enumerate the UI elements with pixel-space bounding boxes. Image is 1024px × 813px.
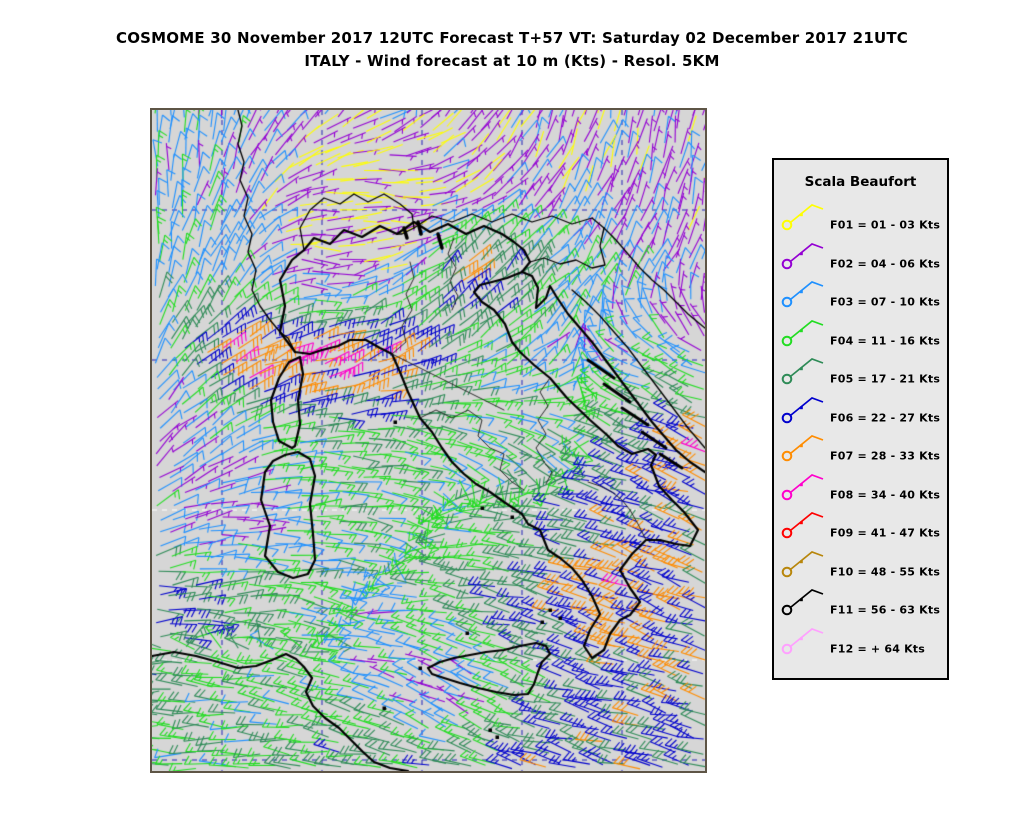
- wind-barb-icon: [781, 589, 824, 616]
- legend-item-label: F01 = 01 - 03 Kts: [830, 218, 941, 232]
- legend-title: Scala Beaufort: [804, 174, 917, 190]
- legend-item-F07: F07 = 28 - 33 Kts: [774, 435, 947, 476]
- map-panel: [150, 108, 707, 773]
- legend-item-label: F11 = 56 - 63 Kts: [830, 603, 941, 617]
- legend-item-F04: F04 = 11 - 16 Kts: [774, 319, 947, 361]
- legend-item-F12: F12 = + 64 Kts: [774, 627, 947, 669]
- legend-item-label: F10 = 48 - 55 Kts: [830, 565, 941, 579]
- legend-item-label: F06 = 22 - 27 Kts: [830, 411, 941, 425]
- wind-barb-icon: [781, 242, 824, 269]
- legend-items: F01 = 01 - 03 Kts F02 = 04 - 06 Kts F03 = …: [774, 204, 947, 669]
- legend-item-F10: F10 = 48 - 55 Kts: [774, 550, 947, 592]
- beaufort-legend: Scala Beaufort F01 = 01 - 03 Kts F02 = 04…: [772, 158, 949, 680]
- title-line-1: COSMOME 30 November 2017 12UTC Forecast …: [116, 29, 908, 47]
- wind-barb-icon: [781, 281, 824, 308]
- title-line-2: ITALY - Wind forecast at 10 m (Kts) - Re…: [304, 52, 720, 70]
- legend-item-label: F12 = + 64 Kts: [830, 642, 926, 656]
- wind-barb-icon: [781, 512, 824, 539]
- legend-item-F05: F05 = 17 - 21 Kts: [774, 358, 947, 399]
- wind-barb-icon: [781, 550, 824, 577]
- legend-item-F09: F09 = 41 - 47 Kts: [774, 512, 947, 553]
- wind-barb-icon: [781, 435, 824, 462]
- legend-item-label: F02 = 04 - 06 Kts: [830, 257, 941, 271]
- wind-barb-icon: [781, 473, 824, 500]
- legend-item-F06: F06 = 22 - 27 Kts: [774, 396, 947, 438]
- wind-barb-icon: [781, 396, 824, 423]
- legend-item-F03: F03 = 07 - 10 Kts: [774, 281, 947, 322]
- legend-item-label: F04 = 11 - 16 Kts: [830, 334, 941, 348]
- wind-barb-icon: [781, 319, 824, 346]
- legend-item-F02: F02 = 04 - 06 Kts: [774, 242, 947, 284]
- wind-barb-icon: [781, 358, 824, 385]
- legend-item-label: F05 = 17 - 21 Kts: [830, 372, 941, 386]
- wind-barb-icon: [781, 627, 824, 654]
- legend-item-F08: F08 = 34 - 40 Kts: [774, 473, 947, 515]
- wind-map: [152, 110, 705, 771]
- legend-item-label: F07 = 28 - 33 Kts: [830, 449, 941, 463]
- legend-item-label: F03 = 07 - 10 Kts: [830, 295, 941, 309]
- legend-item-label: F08 = 34 - 40 Kts: [830, 488, 941, 502]
- chart-title: COSMOME 30 November 2017 12UTC Forecast …: [0, 27, 1024, 73]
- legend-item-label: F09 = 41 - 47 Kts: [830, 526, 941, 540]
- legend-item-F01: F01 = 01 - 03 Kts: [774, 204, 947, 245]
- legend-item-F11: F11 = 56 - 63 Kts: [774, 589, 947, 630]
- wind-barb-icon: [781, 204, 824, 231]
